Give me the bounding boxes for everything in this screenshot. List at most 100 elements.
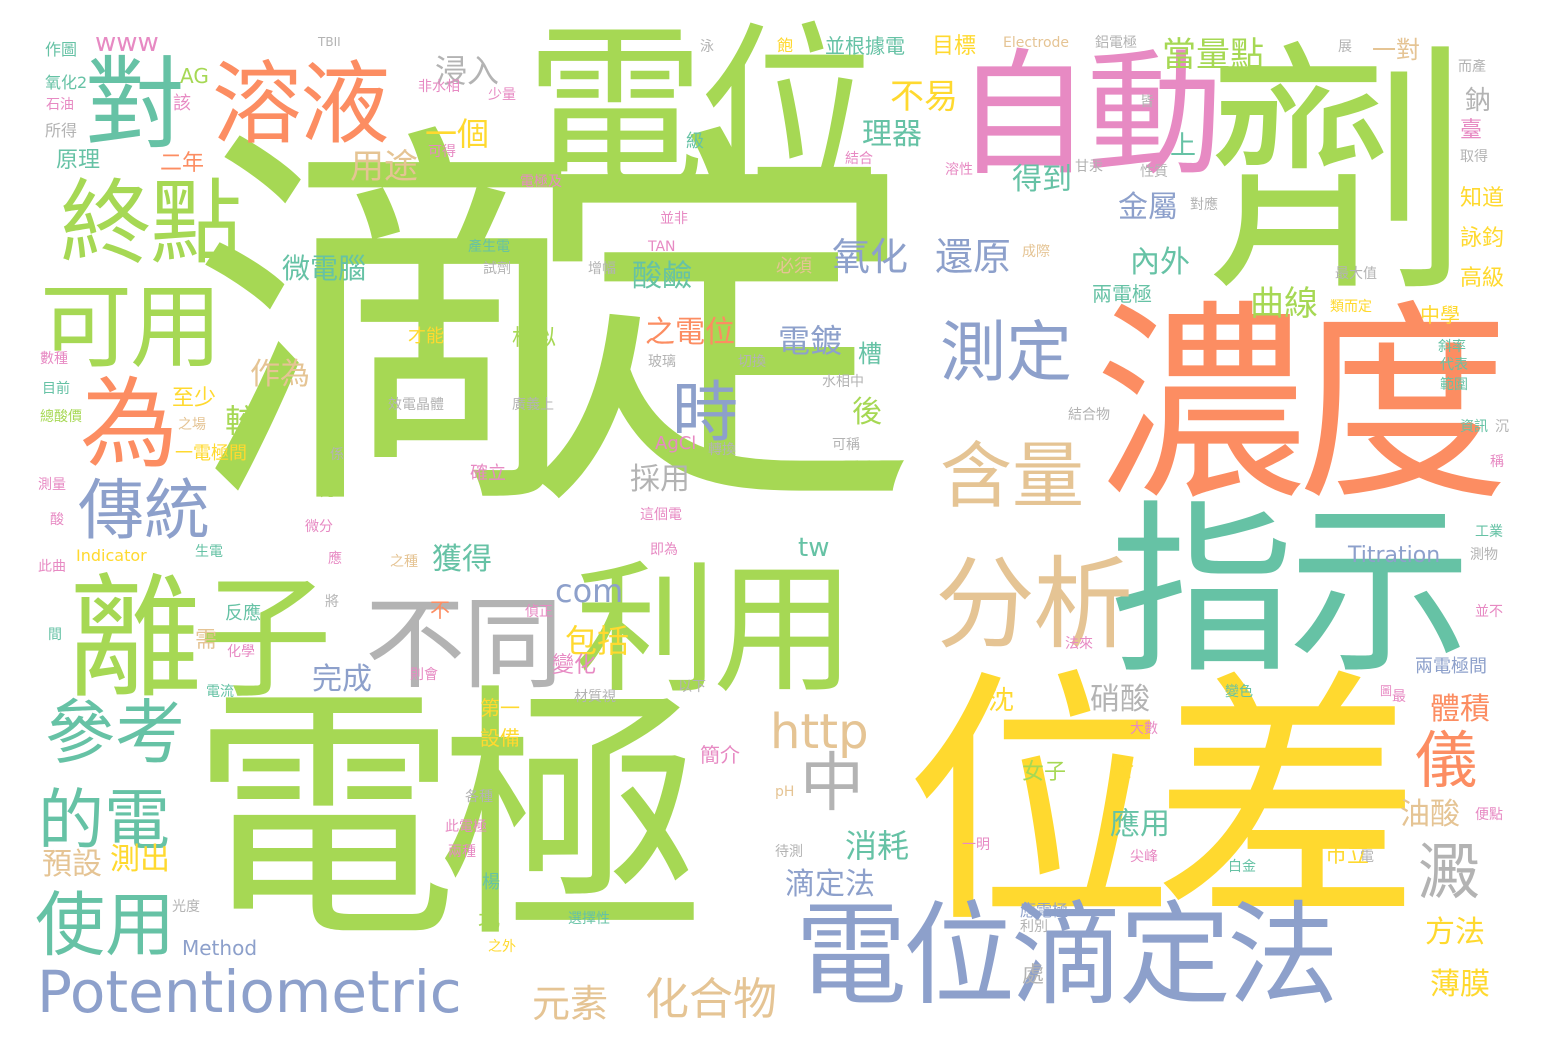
- word: tw: [798, 533, 830, 563]
- word: 中: [800, 747, 864, 821]
- word: 詠鈞: [1460, 226, 1505, 251]
- word: 稱: [1490, 454, 1504, 470]
- word: 方法: [1425, 915, 1485, 950]
- word: 測物: [1470, 547, 1498, 563]
- word: 處: [1022, 963, 1045, 988]
- word: 油酸: [1400, 797, 1460, 832]
- word: 才能: [408, 326, 444, 347]
- word: 化學: [227, 644, 255, 660]
- word: 消耗: [845, 827, 910, 865]
- word: 採用: [630, 462, 690, 497]
- word: 所得: [45, 121, 78, 140]
- word: 之外: [488, 939, 516, 955]
- word: 類而定: [1330, 299, 1372, 315]
- word: 皆: [1140, 94, 1154, 110]
- word: 此曲: [38, 559, 66, 575]
- word: 知道: [1460, 186, 1505, 211]
- word: 可稱: [832, 437, 860, 453]
- word: 之種: [390, 554, 418, 570]
- word: 位差: [905, 648, 1421, 960]
- word: 分析: [935, 546, 1133, 663]
- word: 包括: [565, 622, 630, 660]
- word: 飽: [777, 36, 794, 55]
- word: 作圖: [45, 40, 78, 59]
- word: 反應: [225, 603, 261, 624]
- word: 少量: [488, 87, 516, 103]
- word: 較: [225, 402, 258, 440]
- word: 取得: [1460, 149, 1488, 165]
- word: 至少: [172, 386, 217, 411]
- word: 後: [852, 395, 882, 430]
- word: 之電位: [645, 315, 735, 350]
- word: 結合: [845, 151, 873, 167]
- word: 滴定: [190, 95, 920, 560]
- word: 此電極: [445, 819, 487, 835]
- word: 參考: [45, 692, 185, 774]
- word: AG: [180, 64, 209, 88]
- word: 非水相: [418, 79, 460, 95]
- word: 切換: [738, 354, 766, 370]
- word: 自動: [955, 37, 1223, 195]
- word: 不易: [890, 77, 958, 117]
- word: 劑: [1205, 20, 1470, 328]
- word: 將: [325, 594, 339, 610]
- word: 斜率: [1438, 339, 1466, 355]
- word: 電極: [190, 663, 706, 975]
- word: 中學: [1420, 303, 1460, 327]
- word: 則會: [410, 667, 438, 683]
- word: 一個: [425, 115, 490, 153]
- word: Potentiometric: [37, 958, 462, 1026]
- word: 第一: [480, 696, 520, 720]
- word: 滴定法: [785, 867, 875, 902]
- word: 為: [80, 368, 179, 482]
- word: 高級: [1460, 266, 1505, 291]
- word: 該: [173, 93, 191, 114]
- word: 光度: [172, 899, 200, 915]
- word: 轉換: [708, 442, 736, 458]
- word: 儀: [1415, 724, 1478, 797]
- word: 應電極: [1020, 901, 1069, 920]
- word: 相似: [512, 326, 557, 351]
- word: 內外: [1130, 245, 1190, 280]
- word: 級: [686, 131, 704, 152]
- word: 不同: [365, 586, 563, 703]
- word: 並根據電: [825, 34, 905, 58]
- word: 間: [48, 627, 62, 643]
- word: 白金: [1228, 859, 1256, 875]
- word: 離子: [68, 561, 332, 717]
- word: 工業: [1475, 524, 1503, 540]
- word: 傳統: [78, 472, 210, 549]
- word: 範圍: [1440, 377, 1468, 393]
- word: 還原: [935, 235, 1012, 279]
- word: 成際: [1022, 244, 1050, 260]
- word: 作為: [250, 357, 310, 392]
- word: 大數: [1130, 721, 1158, 737]
- word: 數種: [40, 351, 68, 367]
- word: 對: [85, 46, 185, 163]
- word: 指示: [1110, 485, 1472, 699]
- word: 一對: [1372, 36, 1420, 64]
- word: Titration: [1348, 543, 1441, 568]
- word: com: [555, 572, 624, 610]
- word: 資訊: [1460, 419, 1488, 435]
- word: 可用: [40, 274, 222, 381]
- word: 兩電極: [1092, 282, 1152, 306]
- word: 先: [320, 484, 334, 500]
- word: http: [770, 704, 869, 760]
- word: 兩電極間: [1415, 656, 1487, 677]
- word: 電位滴定法: [795, 891, 1339, 1021]
- word: 利用: [575, 548, 855, 713]
- word: 不: [430, 598, 450, 622]
- word: 甘汞: [1075, 159, 1103, 175]
- word: 氧化2: [45, 73, 88, 92]
- word: 各種: [465, 789, 493, 805]
- word: 代表: [1440, 357, 1468, 373]
- word: 總酸價: [40, 409, 82, 425]
- word: 電: [1360, 849, 1374, 865]
- word: 增幅: [588, 261, 616, 277]
- word: 澱: [1418, 836, 1481, 909]
- word: 二年: [160, 151, 205, 176]
- word: 應: [328, 551, 342, 567]
- word: 獲得: [432, 542, 492, 577]
- word: 便點: [1475, 807, 1503, 823]
